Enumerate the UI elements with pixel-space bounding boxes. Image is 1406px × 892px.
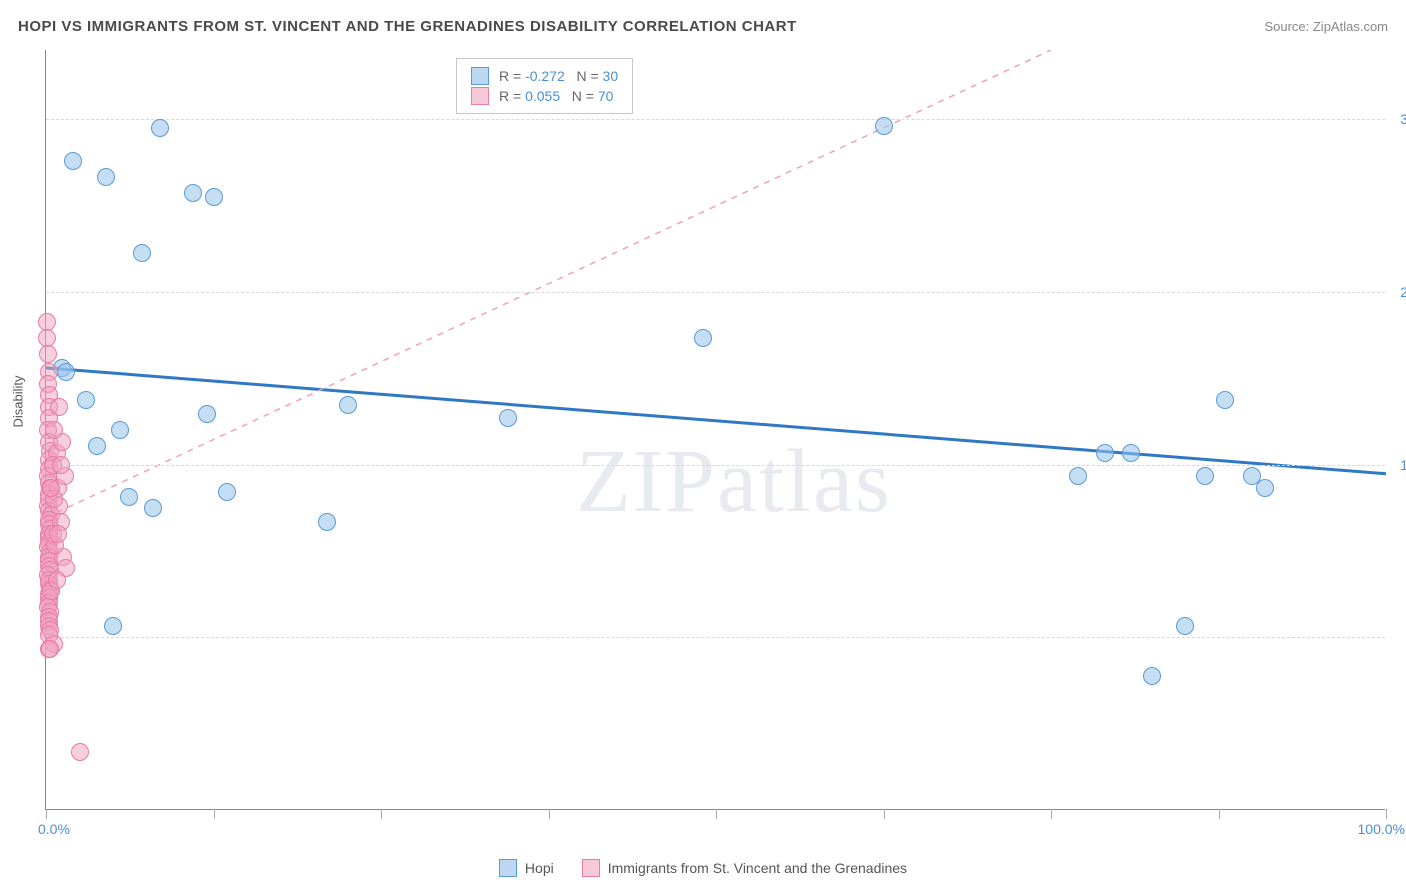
y-tick-label: 22.5% [1390,284,1406,300]
gridline-h [46,119,1385,120]
data-point-hopi [1176,617,1194,635]
data-point-hopi [88,437,106,455]
legend-item: Hopi [499,859,554,877]
legend-stat-text: R = -0.272 N = 30 [499,68,618,84]
data-point-immigrants [52,456,70,474]
x-tick [884,809,885,819]
chart-header: HOPI VS IMMIGRANTS FROM ST. VINCENT AND … [18,18,1388,35]
data-point-hopi [104,617,122,635]
legend-stat-text: R = 0.055 N = 70 [499,88,613,104]
data-point-hopi [218,483,236,501]
data-point-hopi [1143,667,1161,685]
data-point-hopi [97,168,115,186]
data-point-hopi [875,117,893,135]
data-point-hopi [64,152,82,170]
legend-label: Immigrants from St. Vincent and the Gren… [608,860,907,876]
legend-stat-row: R = -0.272 N = 30 [471,67,618,85]
data-point-hopi [1096,444,1114,462]
legend-label: Hopi [525,860,554,876]
data-point-hopi [499,409,517,427]
legend-swatch [499,859,517,877]
x-tick [716,809,717,819]
chart-plot-area: ZIPatlas R = -0.272 N = 30 R = 0.055 N = … [45,50,1385,810]
data-point-hopi [151,119,169,137]
data-point-immigrants [48,571,66,589]
data-point-immigrants [71,743,89,761]
x-tick [214,809,215,819]
legend-swatch [471,67,489,85]
gridline-h [46,292,1385,293]
data-point-hopi [133,244,151,262]
x-tick [381,809,382,819]
data-point-hopi [77,391,95,409]
chart-source: Source: ZipAtlas.com [1264,19,1388,34]
legend-swatch [582,859,600,877]
data-point-immigrants [45,421,63,439]
chart-title: HOPI VS IMMIGRANTS FROM ST. VINCENT AND … [18,18,797,35]
gridline-h [46,637,1385,638]
y-tick-label: 30.0% [1390,111,1406,127]
legend-stat-row: R = 0.055 N = 70 [471,87,618,105]
data-point-hopi [111,421,129,439]
data-point-hopi [339,396,357,414]
trend-line-hopi [46,368,1386,474]
trend-lines-layer [46,50,1386,810]
gridline-h [46,465,1385,466]
data-point-hopi [198,405,216,423]
data-point-hopi [120,488,138,506]
data-point-hopi [1069,467,1087,485]
y-axis-label: Disability [11,375,26,427]
series-legend: Hopi Immigrants from St. Vincent and the … [0,859,1406,880]
legend-swatch [471,87,489,105]
x-tick [549,809,550,819]
trend-line-immigrants [46,50,1051,518]
data-point-immigrants [39,345,57,363]
y-tick-label: 15.0% [1390,457,1406,473]
data-point-hopi [1216,391,1234,409]
data-point-immigrants [41,640,59,658]
x-min-label: 0.0% [38,821,70,837]
legend-item: Immigrants from St. Vincent and the Gren… [582,859,907,877]
x-max-label: 100.0% [1358,821,1405,837]
data-point-hopi [184,184,202,202]
data-point-hopi [1122,444,1140,462]
x-tick [1051,809,1052,819]
data-point-hopi [144,499,162,517]
correlation-legend: R = -0.272 N = 30 R = 0.055 N = 70 [456,58,633,114]
data-point-hopi [205,188,223,206]
x-tick [46,809,47,819]
data-point-hopi [57,363,75,381]
x-tick [1219,809,1220,819]
data-point-immigrants [49,525,67,543]
data-point-hopi [1256,479,1274,497]
watermark: ZIPatlas [576,430,892,533]
data-point-immigrants [50,398,68,416]
x-tick [1386,809,1387,819]
data-point-hopi [694,329,712,347]
data-point-hopi [318,513,336,531]
y-tick-label: 7.5% [1390,629,1406,645]
data-point-immigrants [42,479,60,497]
data-point-hopi [1196,467,1214,485]
